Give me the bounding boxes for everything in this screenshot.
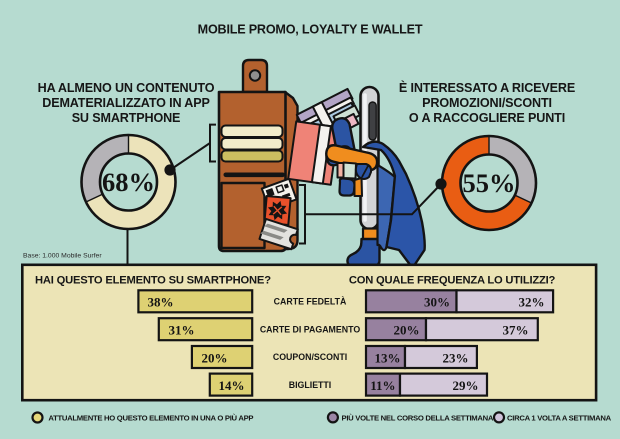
svg-text:BIGLIETTI: BIGLIETTI	[289, 380, 332, 390]
svg-text:29%: 29%	[453, 378, 479, 393]
svg-text:32%: 32%	[519, 295, 545, 310]
svg-text:ATTUALMENTE HO QUESTO ELEMENTO: ATTUALMENTE HO QUESTO ELEMENTO IN UNA O …	[48, 414, 253, 423]
svg-text:PIÙ VOLTE NEL CORSO DELLA SETT: PIÙ VOLTE NEL CORSO DELLA SETTIMANA	[342, 414, 494, 423]
svg-text:20%: 20%	[394, 323, 420, 338]
svg-text:Base: 1.000 Mobile Surfer: Base: 1.000 Mobile Surfer	[23, 253, 102, 260]
svg-text:CIRCA 1 VOLTA A SETTIMANA: CIRCA 1 VOLTA A SETTIMANA	[507, 414, 612, 423]
svg-text:O A RACCOGLIERE PUNTI: O A RACCOGLIERE PUNTI	[409, 111, 565, 125]
svg-text:MOBILE PROMO, LOYALTY E WALLET: MOBILE PROMO, LOYALTY E WALLET	[198, 23, 423, 37]
svg-text:COUPON/SCONTI: COUPON/SCONTI	[273, 352, 347, 362]
svg-text:68%: 68%	[102, 167, 155, 197]
svg-text:11%: 11%	[370, 378, 395, 393]
svg-text:È INTERESSATO A RICEVERE: È INTERESSATO A RICEVERE	[399, 80, 575, 95]
svg-text:38%: 38%	[148, 295, 174, 310]
svg-text:CARTE DI PAGAMENTO: CARTE DI PAGAMENTO	[260, 324, 361, 334]
svg-text:CON QUALE FREQUENZA LO UTILIZZ: CON QUALE FREQUENZA LO UTILIZZI?	[349, 275, 556, 287]
svg-text:HAI QUESTO ELEMENTO SU SMARTPH: HAI QUESTO ELEMENTO SU SMARTPHONE?	[35, 275, 271, 287]
svg-text:31%: 31%	[169, 323, 195, 338]
svg-text:SU SMARTPHONE: SU SMARTPHONE	[72, 111, 181, 125]
svg-text:PROMOZIONI/SCONTI: PROMOZIONI/SCONTI	[422, 96, 552, 110]
svg-text:37%: 37%	[503, 323, 529, 338]
svg-text:55%: 55%	[463, 168, 516, 198]
svg-text:DEMATERIALIZZATO IN APP: DEMATERIALIZZATO IN APP	[42, 96, 210, 110]
svg-text:14%: 14%	[219, 378, 245, 393]
svg-text:13%: 13%	[375, 350, 401, 365]
svg-text:20%: 20%	[202, 350, 228, 365]
svg-text:30%: 30%	[424, 295, 450, 310]
svg-text:HA ALMENO UN CONTENUTO: HA ALMENO UN CONTENUTO	[38, 81, 215, 95]
svg-text:23%: 23%	[443, 350, 469, 365]
svg-text:CARTE FEDELTÀ: CARTE FEDELTÀ	[274, 297, 347, 307]
